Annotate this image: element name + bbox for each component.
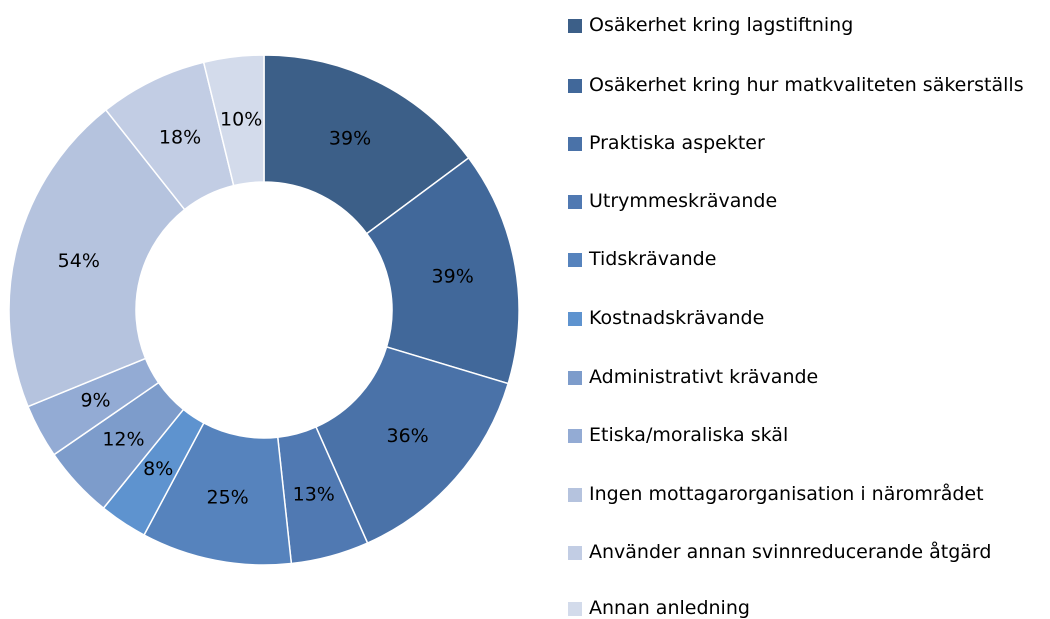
legend-item: Ingen mottagarorganisation i närområdet: [568, 484, 1049, 505]
data-label: 54%: [58, 250, 100, 272]
legend-label: Ingen mottagarorganisation i närområdet: [589, 483, 984, 505]
legend-item: Utrymmeskrävande: [568, 191, 1049, 212]
legend-swatch: [568, 488, 582, 502]
data-label: 39%: [329, 127, 371, 149]
chart: 39% 39% 36% 13% 25% 8% 12% 9% 54% 18% 10%: [8, 54, 520, 566]
data-label: 12%: [102, 429, 144, 451]
legend-label: Osäkerhet kring hur matkvaliteten säkers…: [589, 74, 1024, 96]
legend-label: Tidskrävande: [589, 248, 717, 270]
legend-swatch: [568, 19, 582, 33]
donut-segment: [8, 108, 186, 408]
data-label: 8%: [143, 458, 173, 480]
legend-item: Praktiska aspekter: [568, 133, 1049, 154]
legend-label: Etiska/moraliska skäl: [589, 424, 789, 446]
data-label: 9%: [80, 390, 110, 412]
legend-label: Använder annan svinnreducerande åtgärd: [589, 541, 992, 563]
donut-segment: [263, 54, 470, 235]
legend-swatch: [568, 79, 582, 93]
legend-item: Annan anledning: [568, 598, 1049, 619]
legend-swatch: [568, 195, 582, 209]
legend-label: Praktiska aspekter: [589, 132, 765, 154]
legend-label: Kostnadskrävande: [589, 307, 765, 329]
legend-swatch: [568, 312, 582, 326]
legend-label: Annan anledning: [589, 597, 750, 619]
legend-item: Administrativt krävande: [568, 367, 1049, 388]
donut-segment: [202, 54, 265, 187]
legend-swatch: [568, 546, 582, 560]
legend-item: Etiska/moraliska skäl: [568, 425, 1049, 446]
data-label: 18%: [159, 126, 201, 148]
legend-item: Kostnadskrävande: [568, 308, 1049, 329]
legend-item: Använder annan svinnreducerande åtgärd: [568, 542, 1049, 563]
legend-swatch: [568, 371, 582, 385]
legend-item: Osäkerhet kring lagstiftning: [568, 15, 1049, 36]
data-label: 10%: [220, 108, 262, 130]
donut-segment: [365, 156, 520, 385]
legend-swatch: [568, 602, 582, 616]
legend-swatch: [568, 429, 582, 443]
legend-item: Osäkerhet kring hur matkvaliteten säkers…: [568, 75, 1049, 96]
data-label: 39%: [432, 265, 474, 287]
legend-label: Utrymmeskrävande: [589, 190, 778, 212]
data-label: 36%: [387, 425, 429, 447]
legend-swatch: [568, 253, 582, 267]
donut-segment: [314, 345, 510, 545]
legend-label: Osäkerhet kring lagstiftning: [589, 14, 854, 36]
legend-label: Administrativt krävande: [589, 366, 819, 388]
data-label: 13%: [293, 483, 335, 505]
legend-item: Tidskrävande: [568, 249, 1049, 270]
legend-swatch: [568, 137, 582, 151]
data-label: 25%: [207, 487, 249, 509]
